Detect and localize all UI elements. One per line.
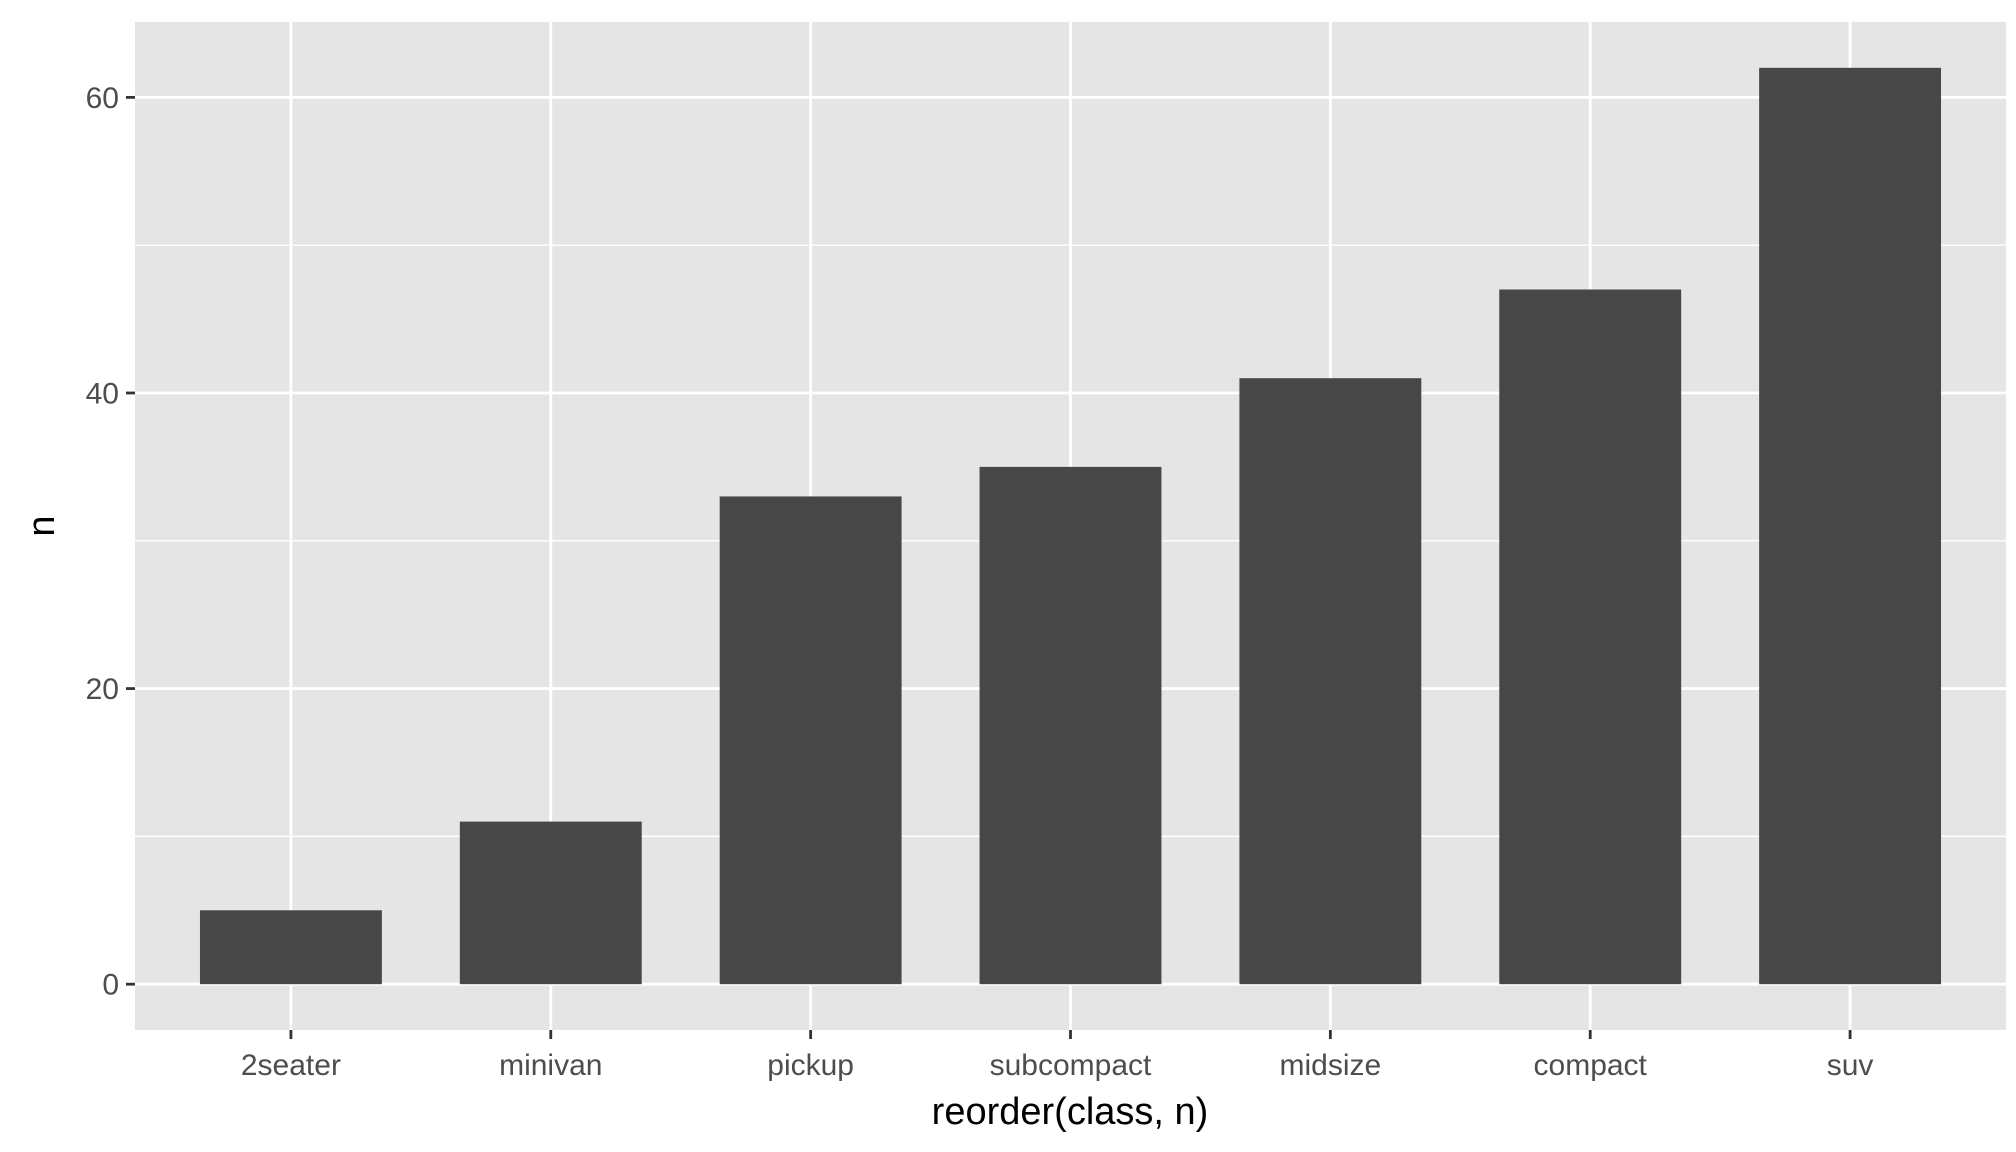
x-tick-label: 2seater [241,1049,341,1082]
y-axis: 0 20 40 60 [86,82,135,1002]
bar-suv [1759,67,1942,985]
x-tick-label: minivan [499,1049,602,1082]
y-axis-title: n [21,515,63,536]
bars [199,67,1942,985]
bar-minivan [459,821,642,985]
y-tick-label: 60 [86,82,119,115]
x-tick-label: midsize [1280,1049,1382,1082]
bar-pickup [719,496,902,985]
x-axis: 2seater minivan pickup subcompact midsize com… [241,1030,1874,1082]
bar-2seater [199,910,382,985]
y-tick-label: 0 [102,969,119,1002]
x-tick-label: compact [1534,1049,1648,1082]
bar-subcompact [979,466,1162,985]
y-tick-label: 40 [86,377,119,410]
x-tick-label: pickup [767,1049,854,1082]
bar-midsize [1239,378,1422,985]
x-tick-label: subcompact [990,1049,1152,1082]
x-axis-title: reorder(class, n) [932,1091,1209,1133]
y-tick-label: 20 [86,673,119,706]
bar-compact [1499,289,1682,985]
x-tick-label: suv [1827,1049,1874,1082]
